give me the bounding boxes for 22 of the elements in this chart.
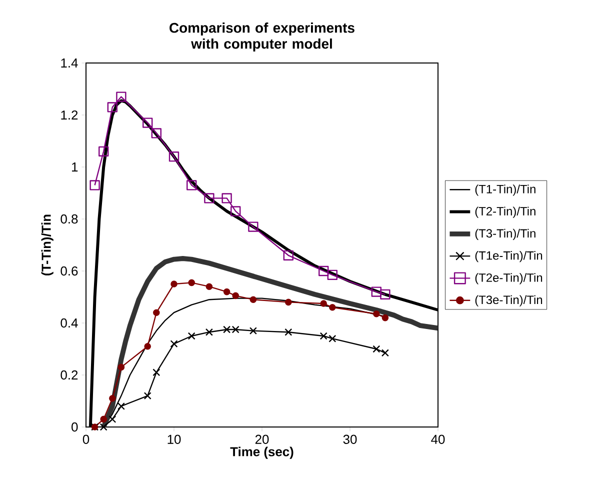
x-tick-label: 0 <box>82 434 90 444</box>
legend-label: (T3-Tin)/Tin <box>475 228 536 240</box>
y-tick-label: 0.8 <box>60 214 78 224</box>
y-tick-label: 1 <box>72 162 78 172</box>
y-tick-label: 0 <box>72 422 78 432</box>
legend-label: (T3e-Tin)/Tin <box>475 295 542 306</box>
legend-label: (T1e-Tin)/Tin <box>475 251 542 262</box>
x-tick-label: 10 <box>168 434 181 444</box>
legend-label: (T2-Tin)/Tin <box>475 206 536 218</box>
y-tick-label: 1.4 <box>61 58 78 68</box>
x-tick-label: 40 <box>431 434 445 444</box>
y-tick-label: 1.2 <box>61 110 78 120</box>
y-axis-title: (T-Tin)/Tin <box>41 214 54 276</box>
x-tick-label: 30 <box>343 434 357 444</box>
legend-label: (T2e-Tin)/Tin <box>475 273 542 284</box>
y-tick-label: 0.4 <box>60 318 78 328</box>
legend-label: (T1-Tin)/Tin <box>475 184 536 196</box>
y-tick-label: 0.6 <box>60 266 78 276</box>
x-tick-label: 20 <box>255 434 269 444</box>
x-axis-title: Time (sec) <box>230 446 294 459</box>
chart-title: Comparison of experiments with computer model <box>170 22 354 52</box>
y-tick-label: 0.2 <box>60 370 78 380</box>
